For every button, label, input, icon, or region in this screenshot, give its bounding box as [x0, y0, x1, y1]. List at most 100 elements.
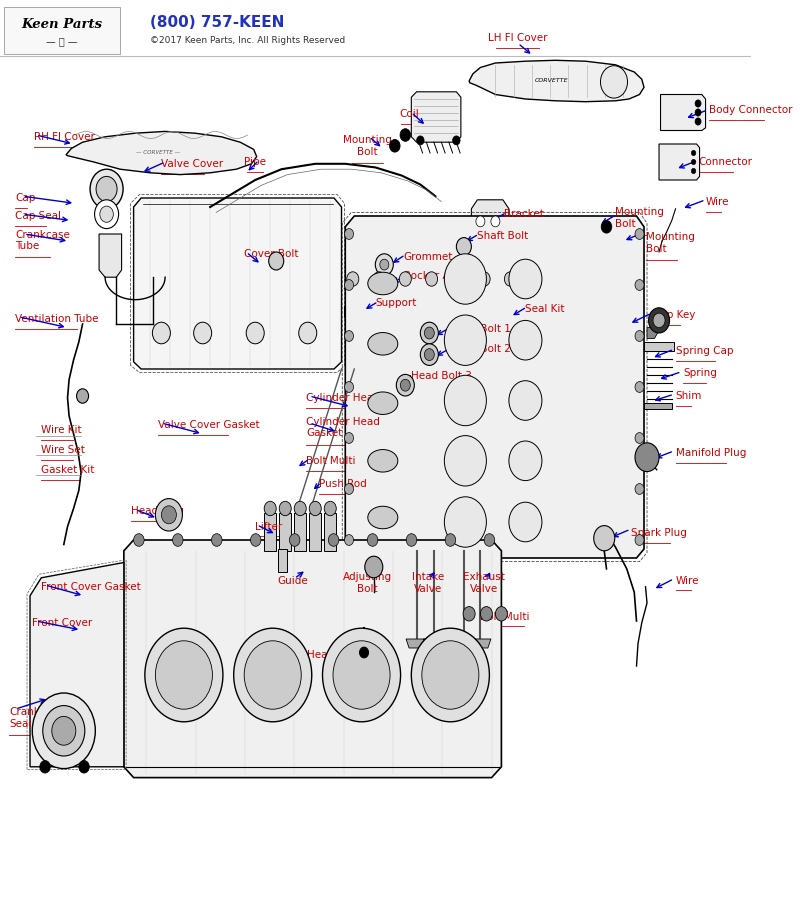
Polygon shape: [406, 639, 427, 648]
Polygon shape: [470, 639, 491, 648]
Text: Connector: Connector: [698, 157, 752, 167]
Polygon shape: [471, 200, 509, 243]
Circle shape: [420, 322, 438, 344]
Text: Cylinder Head
Gasket: Cylinder Head Gasket: [306, 417, 380, 438]
Circle shape: [484, 534, 494, 546]
Text: Wire Set: Wire Set: [42, 445, 85, 455]
Text: Grommet: Grommet: [404, 251, 453, 262]
Circle shape: [635, 382, 644, 392]
Circle shape: [411, 628, 490, 722]
Circle shape: [345, 433, 354, 444]
Circle shape: [333, 641, 390, 709]
Circle shape: [359, 647, 369, 658]
Polygon shape: [469, 60, 644, 102]
Circle shape: [424, 348, 434, 361]
Circle shape: [649, 308, 670, 333]
Polygon shape: [124, 540, 502, 778]
Circle shape: [509, 381, 542, 420]
Circle shape: [234, 628, 312, 722]
Circle shape: [396, 374, 414, 396]
Text: Intake
Valve: Intake Valve: [412, 572, 444, 594]
Circle shape: [478, 272, 490, 286]
Circle shape: [491, 216, 500, 227]
Polygon shape: [264, 513, 276, 551]
Circle shape: [509, 259, 542, 299]
Text: Rocker Arm: Rocker Arm: [404, 271, 464, 282]
Circle shape: [324, 501, 336, 516]
Circle shape: [444, 436, 486, 486]
Circle shape: [155, 499, 182, 531]
Circle shape: [155, 641, 213, 709]
Circle shape: [328, 534, 339, 546]
Text: Cylinder Head: Cylinder Head: [306, 392, 380, 403]
Circle shape: [406, 534, 417, 546]
Circle shape: [420, 344, 438, 365]
Text: Exhaust
Valve: Exhaust Valve: [463, 572, 505, 594]
Circle shape: [375, 254, 394, 275]
Polygon shape: [278, 549, 286, 572]
Circle shape: [345, 535, 354, 545]
Circle shape: [399, 272, 411, 286]
Text: Head Bolt 3: Head Bolt 3: [411, 371, 472, 382]
Circle shape: [40, 760, 50, 773]
Circle shape: [453, 136, 460, 145]
Circle shape: [380, 259, 389, 270]
Text: Spring: Spring: [683, 368, 717, 379]
Text: Crankshaft
Seal: Crankshaft Seal: [9, 707, 66, 729]
Polygon shape: [310, 513, 322, 551]
Circle shape: [194, 322, 212, 344]
Text: Cover Bolt: Cover Bolt: [244, 248, 298, 259]
Polygon shape: [647, 328, 658, 338]
Text: Bracket: Bracket: [505, 209, 544, 220]
Circle shape: [635, 280, 644, 291]
Circle shape: [691, 159, 696, 165]
Circle shape: [476, 216, 485, 227]
Circle shape: [345, 330, 354, 341]
Text: Mounting
Bolt: Mounting Bolt: [615, 207, 664, 229]
Circle shape: [269, 252, 284, 270]
Circle shape: [346, 272, 358, 286]
Circle shape: [173, 534, 183, 546]
Text: Bolt Multi: Bolt Multi: [480, 611, 529, 622]
Text: RH FI Cover: RH FI Cover: [34, 131, 94, 142]
Polygon shape: [324, 513, 336, 551]
Polygon shape: [344, 306, 519, 317]
Circle shape: [400, 129, 410, 141]
Text: Spring Cap: Spring Cap: [675, 346, 733, 356]
Text: Spark Plug: Spark Plug: [630, 527, 686, 538]
Circle shape: [90, 169, 123, 209]
Circle shape: [79, 760, 90, 773]
Text: Wire Kit: Wire Kit: [42, 425, 82, 436]
Polygon shape: [644, 403, 672, 409]
Circle shape: [345, 229, 354, 239]
Circle shape: [635, 443, 659, 472]
Circle shape: [635, 535, 644, 545]
Text: — 🏎 —: — 🏎 —: [46, 36, 78, 47]
Polygon shape: [454, 639, 474, 648]
Text: Head Bolt 1: Head Bolt 1: [450, 323, 511, 334]
Text: Coil: Coil: [399, 109, 419, 120]
Polygon shape: [134, 198, 342, 369]
Circle shape: [635, 483, 644, 494]
Circle shape: [691, 150, 696, 156]
Circle shape: [635, 330, 644, 341]
Text: Gasket Kit: Gasket Kit: [42, 464, 94, 475]
Text: Ventilation Tube: Ventilation Tube: [15, 314, 98, 325]
Text: Keen Parts: Keen Parts: [21, 18, 102, 31]
Text: ©2017 Keen Parts, Inc. All Rights Reserved: ©2017 Keen Parts, Inc. All Rights Reserv…: [150, 36, 346, 45]
Polygon shape: [346, 216, 644, 558]
Polygon shape: [423, 639, 444, 648]
Circle shape: [495, 607, 507, 621]
Text: Head Bolt 2: Head Bolt 2: [450, 344, 511, 355]
Circle shape: [463, 607, 475, 621]
Circle shape: [244, 641, 302, 709]
Text: LH FI Cover: LH FI Cover: [488, 32, 548, 43]
Circle shape: [290, 534, 300, 546]
Circle shape: [42, 706, 85, 756]
Circle shape: [480, 607, 492, 621]
Text: Body Connector: Body Connector: [710, 104, 793, 115]
Circle shape: [365, 556, 383, 578]
Polygon shape: [99, 234, 122, 277]
Circle shape: [691, 168, 696, 174]
Circle shape: [400, 379, 410, 392]
